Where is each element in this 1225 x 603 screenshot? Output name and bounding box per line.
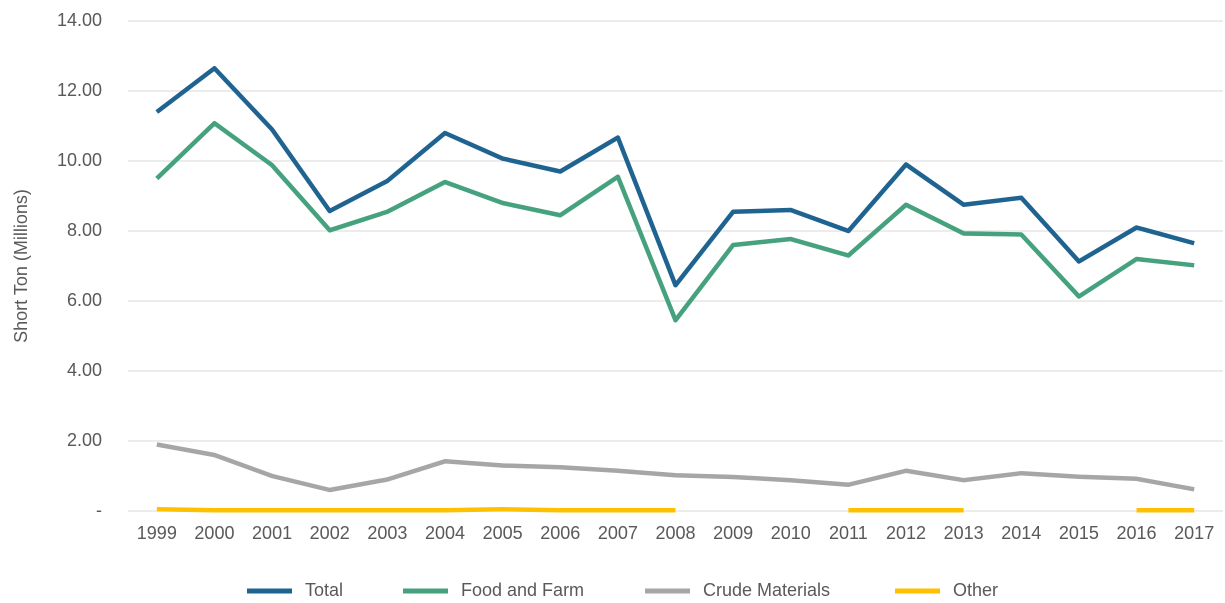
line-series [155,120,1195,323]
y-tick-label: 4.00 [67,360,102,380]
x-tick-label: 2007 [598,523,638,543]
y-tick-label: 10.00 [57,150,102,170]
legend-label: Other [953,580,998,600]
x-tick-label: 2014 [1001,523,1041,543]
x-tick-label: 2013 [944,523,984,543]
y-axis-label: Short Ton (Millions) [11,189,31,343]
x-tick-label: 2008 [655,523,695,543]
x-tick-label: 2017 [1174,523,1214,543]
x-tick-label: 2010 [771,523,811,543]
y-tick-label: 2.00 [67,430,102,450]
y-tick-label: 12.00 [57,80,102,100]
y-tick-label: - [96,500,102,520]
x-tick-label: 2001 [252,523,292,543]
x-tick-label: 2005 [483,523,523,543]
legend-label: Crude Materials [703,580,830,600]
x-tick-label: 2016 [1117,523,1157,543]
x-tick-label: 2002 [310,523,350,543]
x-tick-label: 2004 [425,523,465,543]
y-tick-label: 8.00 [67,220,102,240]
x-tick-label: 2006 [540,523,580,543]
y-tick-label: 6.00 [67,290,102,310]
line-series [156,442,1195,493]
x-tick-label: 2000 [194,523,234,543]
x-tick-label: 2011 [829,523,868,543]
x-tick-label: 2009 [713,523,753,543]
y-tick-label: 14.00 [57,10,102,30]
x-tick-label: 1999 [137,523,177,543]
x-tick-label: 2012 [886,523,926,543]
x-tick-label: 2003 [367,523,407,543]
x-tick-label: 2015 [1059,523,1099,543]
line-series [155,66,1195,288]
legend-label: Food and Farm [461,580,584,600]
legend-label: Total [305,580,343,600]
line-series [156,507,1195,513]
